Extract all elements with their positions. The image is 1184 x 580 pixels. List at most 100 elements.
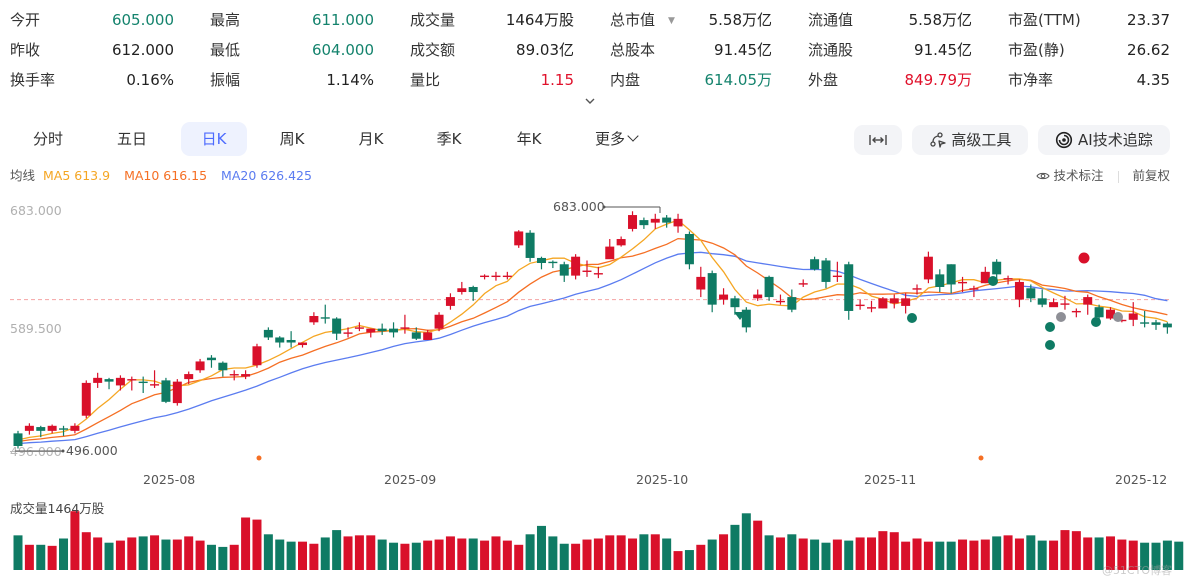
- volume-bar[interactable]: [115, 540, 125, 570]
- candle[interactable]: [104, 377, 114, 390]
- volume-bar[interactable]: [252, 519, 262, 570]
- tab-5[interactable]: 季K: [416, 122, 482, 156]
- candle[interactable]: [24, 423, 34, 435]
- candle[interactable]: [696, 266, 706, 298]
- candle[interactable]: [1060, 295, 1070, 310]
- volume-bar[interactable]: [605, 535, 615, 570]
- tab-3[interactable]: 周K: [258, 122, 326, 156]
- volume-bar[interactable]: [411, 542, 421, 570]
- candle[interactable]: [1083, 294, 1093, 315]
- candle[interactable]: [798, 279, 808, 287]
- volume-bar[interactable]: [844, 540, 854, 570]
- candle[interactable]: [650, 213, 660, 229]
- candle[interactable]: [1026, 284, 1036, 303]
- volume-bar[interactable]: [707, 539, 717, 570]
- volume-bar[interactable]: [832, 539, 842, 570]
- candle[interactable]: [1105, 307, 1115, 320]
- tab-4[interactable]: 月K: [338, 122, 404, 156]
- volume-bar[interactable]: [241, 517, 251, 571]
- volume-bar[interactable]: [958, 539, 968, 570]
- candle[interactable]: [445, 293, 455, 310]
- candle[interactable]: [1162, 322, 1172, 334]
- volume-bar[interactable]: [434, 539, 444, 570]
- volume-bar[interactable]: [1071, 531, 1081, 570]
- volume-bar[interactable]: [935, 541, 945, 570]
- event-dot-icon[interactable]: [256, 455, 262, 461]
- candle[interactable]: [434, 312, 444, 332]
- volume-bar[interactable]: [1128, 540, 1138, 570]
- candle[interactable]: [47, 424, 57, 434]
- volume-bar[interactable]: [1037, 540, 1047, 570]
- volume-bar[interactable]: [343, 536, 353, 570]
- candle[interactable]: [844, 261, 854, 320]
- candle[interactable]: [93, 372, 103, 388]
- volume-bar[interactable]: [206, 544, 216, 570]
- candle[interactable]: [787, 289, 797, 313]
- candle[interactable]: [423, 329, 433, 340]
- candle[interactable]: [138, 376, 148, 393]
- volume-bar[interactable]: [229, 544, 239, 570]
- candle[interactable]: [775, 294, 785, 305]
- volume-bar[interactable]: [741, 513, 751, 570]
- volume-bar[interactable]: [923, 541, 933, 570]
- candle[interactable]: [1037, 289, 1047, 308]
- candle[interactable]: [514, 230, 524, 248]
- signal-dot-icon[interactable]: [988, 276, 998, 286]
- volume-bar[interactable]: [753, 520, 763, 570]
- volume-bar[interactable]: [559, 543, 569, 570]
- volume-bar[interactable]: [468, 538, 478, 571]
- candle[interactable]: [161, 377, 171, 404]
- volume-bar[interactable]: [901, 541, 911, 570]
- signal-dot-icon[interactable]: [1113, 312, 1123, 322]
- volume-bar[interactable]: [1140, 542, 1150, 570]
- candle[interactable]: [923, 251, 933, 284]
- candle[interactable]: [639, 217, 649, 229]
- candle[interactable]: [457, 281, 467, 295]
- candle[interactable]: [81, 380, 91, 419]
- candle[interactable]: [1003, 275, 1013, 285]
- tab-1[interactable]: 五日: [98, 122, 166, 156]
- candle[interactable]: [36, 425, 46, 438]
- volume-bar[interactable]: [491, 536, 501, 570]
- candle[interactable]: [593, 266, 603, 279]
- volume-bar[interactable]: [332, 530, 342, 570]
- volume-bar[interactable]: [969, 540, 979, 570]
- volume-bar[interactable]: [1060, 530, 1070, 570]
- candle[interactable]: [901, 293, 911, 314]
- volume-bar[interactable]: [218, 546, 228, 570]
- volume-bar[interactable]: [1026, 535, 1036, 570]
- tab-7[interactable]: 更多: [576, 122, 656, 156]
- candle[interactable]: [980, 266, 990, 284]
- volume-bar[interactable]: [389, 542, 399, 570]
- volume-bar[interactable]: [502, 540, 512, 570]
- volume-bar[interactable]: [445, 536, 455, 570]
- candle[interactable]: [411, 327, 421, 340]
- candle[interactable]: [889, 294, 899, 309]
- volume-bar[interactable]: [536, 525, 546, 570]
- candle[interactable]: [343, 327, 353, 338]
- expand-chevron-icon[interactable]: [583, 96, 597, 106]
- candle[interactable]: [684, 231, 694, 270]
- volume-bar[interactable]: [787, 534, 797, 570]
- candle[interactable]: [263, 327, 273, 340]
- volume-bar[interactable]: [1174, 541, 1184, 570]
- candle[interactable]: [719, 288, 729, 305]
- volume-bar[interactable]: [650, 534, 660, 570]
- candle[interactable]: [354, 322, 364, 332]
- candle[interactable]: [309, 312, 319, 325]
- candle[interactable]: [491, 271, 501, 281]
- candle[interactable]: [13, 430, 23, 449]
- candle[interactable]: [184, 371, 194, 385]
- volume-bar[interactable]: [1105, 536, 1115, 570]
- volume-bar[interactable]: [138, 536, 148, 570]
- candle[interactable]: [912, 284, 922, 295]
- candle[interactable]: [673, 213, 683, 233]
- volume-bar[interactable]: [867, 537, 876, 570]
- candle[interactable]: [855, 299, 865, 310]
- volume-bar[interactable]: [684, 550, 694, 570]
- volume-bar[interactable]: [195, 540, 205, 570]
- volume-bar[interactable]: [354, 535, 364, 570]
- candle[interactable]: [605, 239, 615, 260]
- candle[interactable]: [1151, 319, 1161, 330]
